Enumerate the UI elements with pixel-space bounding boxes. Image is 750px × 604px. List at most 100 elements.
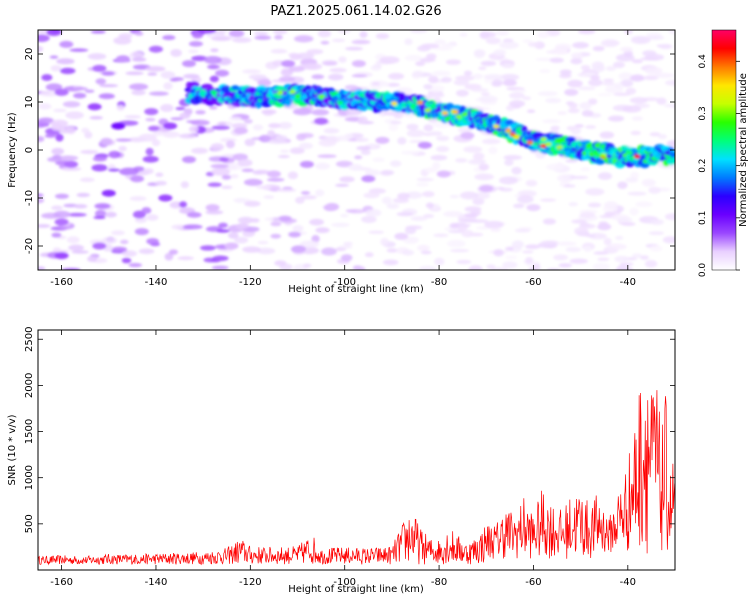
spectrogram-speckle	[631, 253, 642, 259]
colorbar-tick-label: 0.4	[698, 54, 708, 69]
spectrogram-speckle	[169, 201, 183, 209]
spectrogram-hotspot	[540, 144, 547, 149]
spectrogram-speckle	[276, 188, 297, 193]
spectrogram-speckle	[354, 155, 363, 160]
spectrogram-speckle	[472, 73, 483, 80]
spectrogram-speckle	[293, 35, 314, 43]
y-tick-label: 0	[24, 147, 35, 153]
spectrogram-speckle	[65, 111, 84, 120]
spectrogram-speckle	[244, 138, 256, 147]
spectrogram-speckle	[311, 235, 320, 243]
spectrogram-speckle	[478, 95, 498, 103]
spectrogram-speckle	[484, 220, 504, 229]
spectrogram-speckle	[51, 205, 63, 211]
spectrogram-speckle	[455, 158, 468, 163]
spectrogram-speckle	[443, 43, 456, 47]
spectrogram-blob	[417, 141, 432, 149]
spectrogram-speckle	[569, 175, 589, 180]
spectrogram-speckle	[419, 57, 436, 63]
spectrogram-speckle	[620, 46, 633, 53]
spectrogram-speckle	[604, 211, 616, 216]
spectrogram-speckle	[379, 81, 390, 87]
spectrogram-speckle	[329, 67, 347, 73]
spectrogram-speckle	[292, 225, 304, 232]
spectrogram-speckle	[486, 264, 496, 270]
spectrogram-speckle	[355, 137, 369, 142]
spectrogram-speckle	[210, 163, 229, 169]
spectrogram-speckle	[381, 196, 392, 205]
colorbar: 0.0 0.1 0.2 0.3 0.4 Normalized spectral ampl…	[698, 29, 749, 277]
spectrogram-speckle	[278, 121, 293, 129]
spectrogram-blob	[101, 189, 116, 197]
spectrogram-speckle	[101, 71, 115, 76]
spectrogram-speckle	[364, 169, 381, 176]
spectrogram-speckle	[345, 209, 357, 213]
spectrogram-speckle	[570, 52, 583, 59]
spectrogram-speckle	[568, 202, 578, 207]
spectrogram-blob	[630, 74, 645, 82]
spectrogram-speckle	[423, 213, 435, 219]
x-tick-label: -100	[333, 277, 356, 288]
spectrogram-blob	[597, 223, 612, 231]
spectrogram-speckle	[320, 40, 330, 45]
spectrogram-speckle	[593, 251, 609, 255]
spectrogram-speckle	[432, 70, 451, 76]
spectrogram-speckle	[642, 50, 657, 57]
spectrogram-speckle	[129, 196, 147, 202]
spectrogram-speckle	[473, 152, 485, 161]
spectrogram-blob	[526, 204, 541, 212]
spectrogram-speckle	[80, 149, 99, 155]
spectrogram-speckle	[441, 76, 452, 83]
spectrogram-speckle	[188, 126, 199, 133]
spectrogram-speckle	[648, 186, 661, 194]
spectrogram-speckle	[306, 48, 324, 55]
spectrogram-speckle	[490, 227, 501, 232]
spectrogram-speckle	[504, 159, 514, 166]
spectrogram-blob	[54, 218, 69, 226]
figure-title: PAZ1.2025.061.14.02.G26	[270, 4, 441, 19]
spectrogram-speckle	[380, 237, 389, 246]
spectrogram-blob	[281, 60, 296, 68]
spectrogram-speckle	[164, 252, 174, 261]
spectrogram-speckle	[321, 247, 337, 256]
spectrogram-speckle	[525, 179, 538, 187]
spectrogram-speckle	[345, 109, 362, 116]
spectrogram-speckle	[423, 124, 434, 132]
spectrogram-speckle	[603, 237, 612, 246]
spectrogram-speckle	[625, 177, 639, 183]
spectrogram-blob	[266, 170, 281, 178]
spectrogram-speckle	[179, 133, 197, 139]
spectrogram-speckle	[53, 210, 71, 219]
spectrogram-speckle	[230, 174, 239, 179]
spectrogram-speckle	[38, 136, 45, 142]
spectrogram-speckle	[203, 55, 222, 64]
spectrogram-speckle	[357, 116, 368, 124]
x-tick-label: -100	[333, 577, 356, 588]
spectrogram-speckle	[255, 185, 272, 190]
spectrogram-speckle	[464, 206, 482, 213]
spectrogram-speckle	[138, 248, 155, 255]
spectrogram-speckle	[540, 240, 560, 245]
spectrogram-hotspot	[424, 108, 431, 113]
spectrogram-blob	[394, 232, 409, 240]
spectrogram-hotspot	[526, 140, 533, 145]
x-tick-label: -160	[50, 577, 73, 588]
spectrogram-speckle	[292, 108, 312, 116]
spectrogram-speckle	[275, 135, 288, 140]
spectrogram-speckle	[415, 182, 429, 187]
spectrogram-speckle	[640, 56, 659, 61]
spectrogram-speckle	[134, 31, 144, 36]
spectrogram-speckle	[280, 68, 294, 77]
spectrogram-speckle	[386, 248, 399, 253]
spectrogram-speckle	[581, 109, 594, 117]
spectrogram-speckle	[559, 69, 572, 76]
spectrogram-speckle	[211, 265, 229, 270]
spectrogram-speckle	[531, 263, 541, 270]
spectrogram-speckle	[337, 30, 351, 34]
spectrogram-speckle	[430, 154, 448, 161]
spectrogram-speckle	[92, 156, 107, 162]
spectrogram-speckle	[500, 73, 520, 81]
spectrogram-speckle	[434, 257, 445, 266]
spectrogram-speckle	[580, 167, 591, 172]
